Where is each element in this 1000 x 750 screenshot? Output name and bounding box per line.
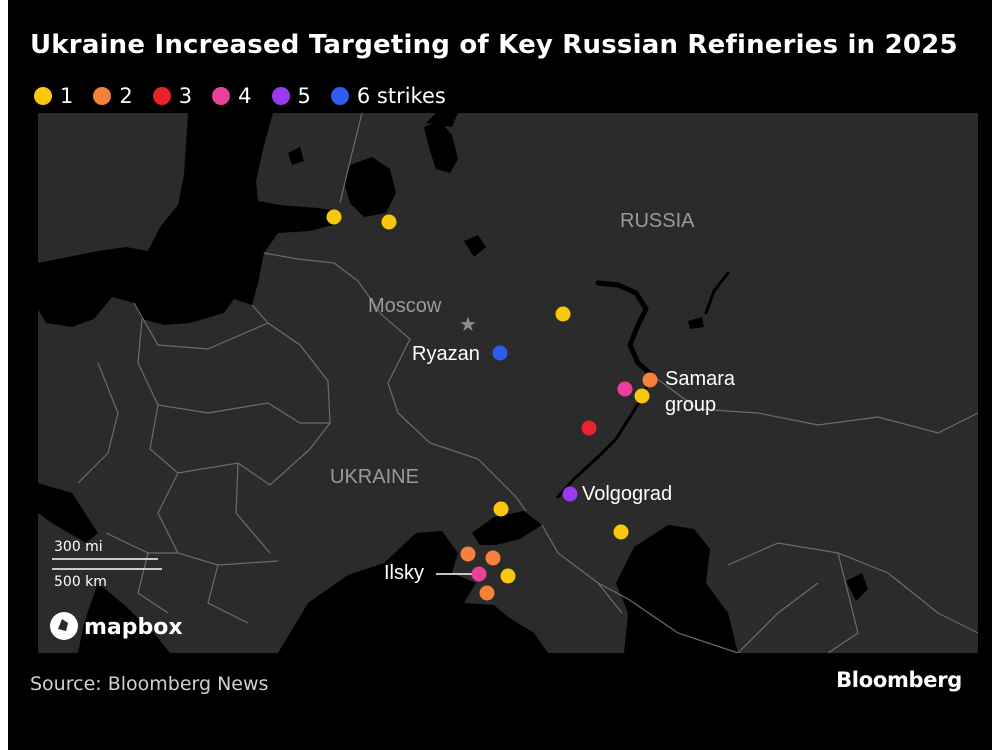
river-dot bbox=[688, 317, 704, 329]
figure-frame: Ukraine Increased Targeting of Key Russi… bbox=[8, 0, 992, 750]
country-label-russia: RUSSIA bbox=[620, 210, 695, 232]
legend-item-6: 6 strikes bbox=[330, 84, 446, 108]
legend-label-2: 2 bbox=[119, 84, 133, 108]
country-label-ukraine: UKRAINE bbox=[330, 466, 419, 488]
white-sea-fragment bbox=[426, 113, 458, 127]
black-sea-water bbox=[278, 531, 548, 653]
refinery-marker-slavyansk[interactable] bbox=[460, 546, 476, 562]
chart-title: Ukraine Increased Targeting of Key Russi… bbox=[30, 30, 958, 60]
legend-label-5: 5 bbox=[297, 84, 311, 108]
aegean-sea-water bbox=[78, 583, 170, 653]
map-panel[interactable]: 300 mi 500 km mapbox RUSSIA UKRAINE Mosc… bbox=[38, 113, 978, 653]
capital-star-icon: ★ bbox=[459, 312, 477, 336]
mapbox-wordmark: mapbox bbox=[84, 615, 183, 640]
site-label-samara-line2: group bbox=[665, 394, 716, 416]
lake-small-2 bbox=[288, 147, 304, 165]
legend-item-5: 5 bbox=[271, 84, 311, 108]
legend-label-1: 1 bbox=[60, 84, 74, 108]
sea-of-azov-water bbox=[472, 511, 542, 545]
legend-swatch-2 bbox=[93, 87, 112, 105]
lake-small-1 bbox=[464, 235, 486, 257]
refinery-marker-samara-b[interactable] bbox=[642, 372, 658, 388]
legend-label-6: 6 strikes bbox=[356, 84, 446, 108]
refinery-marker-kirishi-2[interactable] bbox=[381, 214, 397, 230]
refinery-marker-novoshakhtinsk[interactable] bbox=[493, 501, 509, 517]
refinery-marker-ryazan[interactable] bbox=[492, 345, 508, 361]
legend-swatch-5 bbox=[271, 87, 290, 105]
source-note: Source: Bloomberg News bbox=[30, 673, 269, 695]
map-svg: 300 mi 500 km mapbox RUSSIA UKRAINE Mosc… bbox=[38, 113, 978, 653]
lake-onega bbox=[424, 121, 458, 173]
adriatic-sea-water bbox=[38, 483, 98, 543]
caspian-sea-water bbox=[616, 525, 738, 653]
legend-swatch-4 bbox=[212, 87, 231, 105]
legend-label-4: 4 bbox=[238, 84, 252, 108]
refinery-marker-krasnodar[interactable] bbox=[485, 550, 501, 566]
legend-swatch-6 bbox=[330, 87, 349, 105]
lake-ladoga bbox=[344, 157, 396, 217]
mapbox-logo: mapbox bbox=[50, 612, 183, 640]
refinery-markers bbox=[326, 209, 658, 601]
legend: 1 2 3 4 5 6 strikes bbox=[34, 84, 466, 108]
site-label-ilsky: Ilsky bbox=[384, 562, 424, 584]
refinery-marker-samara-a[interactable] bbox=[617, 381, 633, 397]
baltic-sea-water bbox=[38, 113, 340, 327]
refinery-marker-ilsky[interactable] bbox=[471, 566, 487, 582]
scale-km: 500 km bbox=[54, 574, 107, 590]
legend-item-1: 1 bbox=[34, 84, 73, 108]
refinery-marker-astrakhan[interactable] bbox=[613, 524, 629, 540]
refinery-marker-volgograd[interactable] bbox=[562, 486, 578, 502]
legend-swatch-1 bbox=[34, 87, 52, 105]
scale-miles: 300 mi bbox=[54, 539, 103, 555]
country-borders bbox=[77, 113, 978, 653]
refinery-marker-kirishi-1[interactable] bbox=[326, 209, 342, 225]
legend-item-3: 3 bbox=[152, 84, 193, 108]
scale-bar: 300 mi 500 km bbox=[52, 539, 162, 590]
refinery-marker-nizhny[interactable] bbox=[555, 306, 571, 322]
refinery-marker-samara-c[interactable] bbox=[634, 388, 650, 404]
kama-reservoir bbox=[704, 271, 730, 315]
legend-swatch-3 bbox=[152, 87, 171, 105]
volga-reservoir-1 bbox=[595, 280, 655, 378]
legend-item-4: 4 bbox=[212, 84, 252, 108]
legend-item-2: 2 bbox=[93, 84, 133, 108]
refinery-marker-armavir[interactable] bbox=[500, 568, 516, 584]
refinery-marker-tuapse[interactable] bbox=[479, 585, 495, 601]
refinery-marker-saratov[interactable] bbox=[581, 420, 597, 436]
bloomberg-logo: Bloomberg bbox=[836, 668, 962, 692]
aral-sea-water bbox=[846, 573, 868, 601]
capital-label-moscow: Moscow bbox=[368, 295, 442, 317]
legend-label-3: 3 bbox=[178, 84, 193, 108]
site-label-samara-line1: Samara bbox=[665, 368, 736, 390]
site-label-ryazan: Ryazan bbox=[412, 343, 480, 365]
site-label-volgograd: Volgograd bbox=[582, 483, 672, 505]
